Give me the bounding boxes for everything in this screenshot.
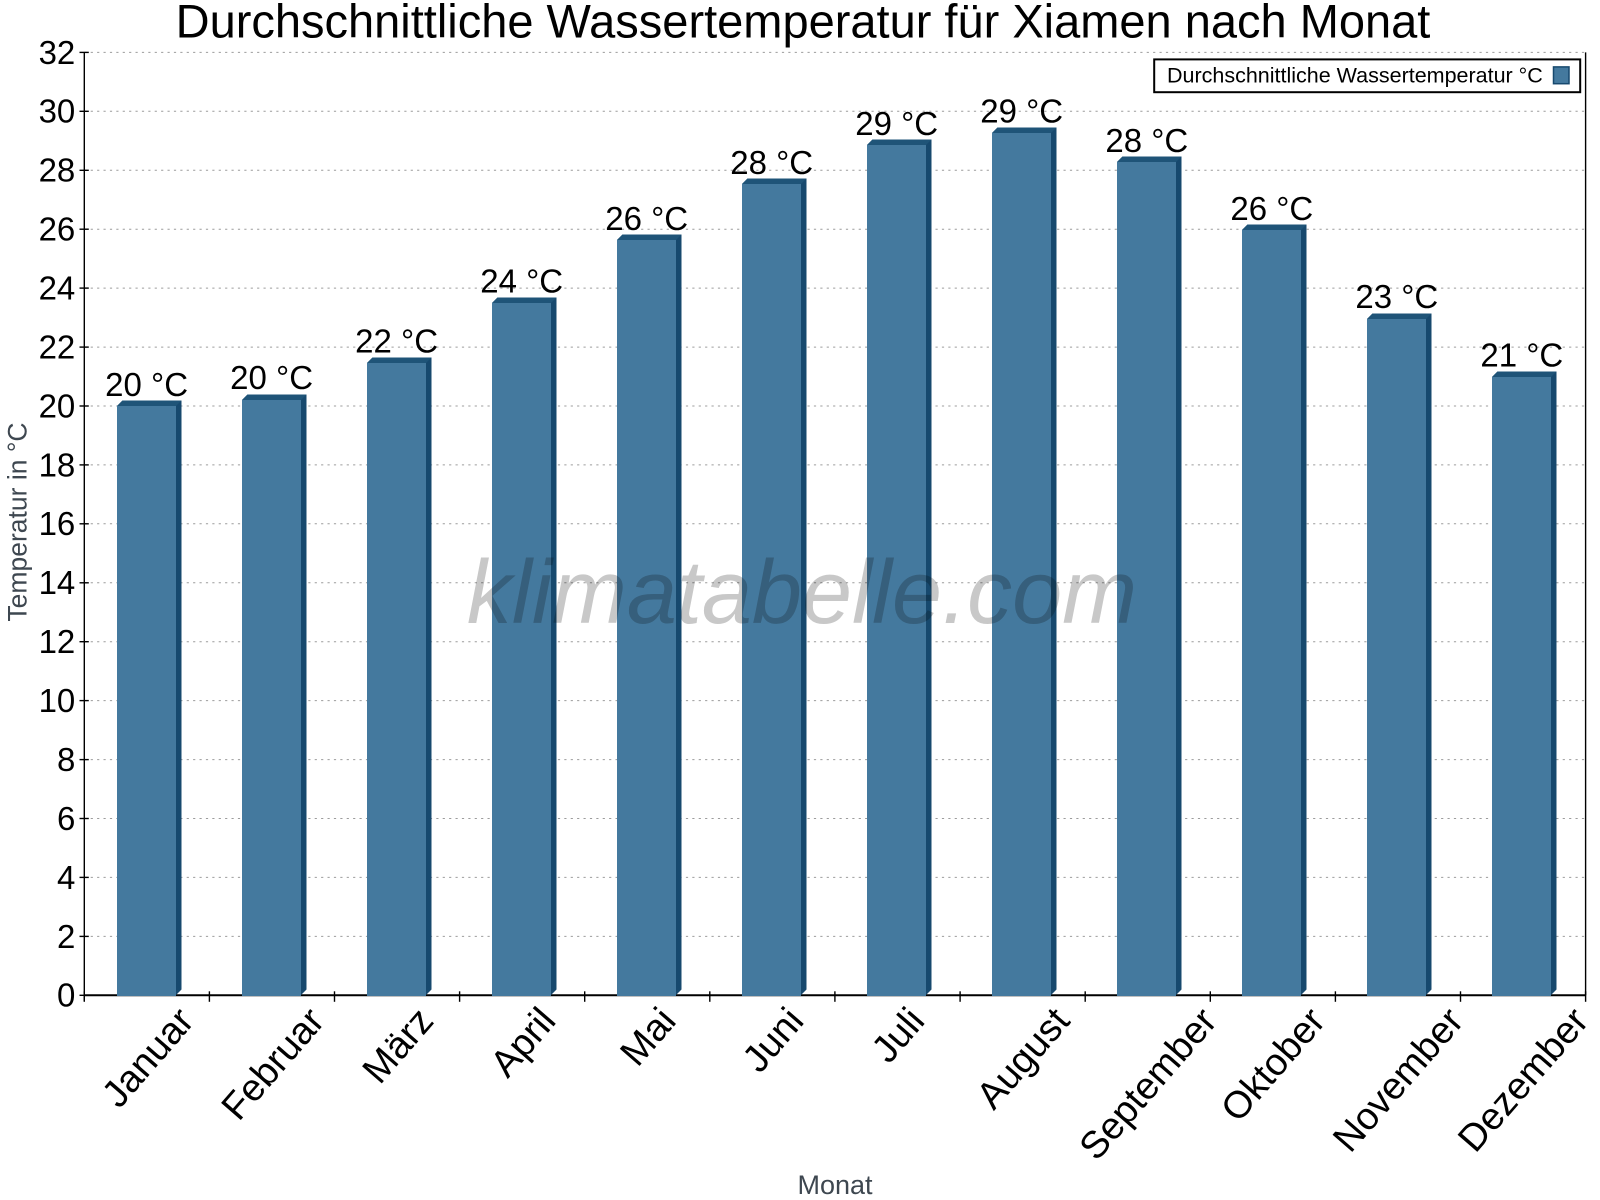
svg-text:22 °C: 22 °C: [355, 322, 438, 359]
svg-text:28 °C: 28 °C: [730, 144, 813, 181]
svg-text:klimatabelle.com: klimatabelle.com: [467, 543, 1137, 643]
svg-text:20 °C: 20 °C: [105, 366, 188, 403]
svg-text:24: 24: [39, 270, 76, 307]
svg-text:22: 22: [39, 329, 76, 366]
svg-text:28: 28: [39, 152, 76, 189]
svg-text:Temperatur in °C: Temperatur in °C: [3, 422, 33, 621]
svg-text:29 °C: 29 °C: [855, 105, 938, 142]
svg-text:16: 16: [39, 505, 76, 542]
svg-text:26 °C: 26 °C: [1230, 190, 1313, 227]
svg-text:0: 0: [57, 977, 75, 1014]
svg-text:26: 26: [39, 211, 76, 248]
svg-text:30: 30: [39, 93, 76, 130]
svg-text:Monat: Monat: [797, 1170, 873, 1200]
svg-text:18: 18: [39, 446, 76, 483]
svg-text:12: 12: [39, 623, 76, 660]
svg-text:4: 4: [57, 859, 75, 896]
svg-text:32: 32: [39, 34, 76, 71]
svg-text:14: 14: [39, 564, 76, 601]
svg-text:24 °C: 24 °C: [480, 263, 563, 300]
svg-text:6: 6: [57, 800, 75, 837]
svg-text:21 °C: 21 °C: [1480, 336, 1563, 373]
svg-text:26 °C: 26 °C: [605, 200, 688, 237]
svg-text:23 °C: 23 °C: [1355, 278, 1438, 315]
svg-text:20: 20: [39, 387, 76, 424]
svg-text:28 °C: 28 °C: [1105, 122, 1188, 159]
svg-text:20 °C: 20 °C: [230, 359, 313, 396]
svg-text:2: 2: [57, 918, 75, 955]
svg-text:8: 8: [57, 741, 75, 778]
svg-text:Durchschnittliche Wassertemper: Durchschnittliche Wassertemperatur °C: [1167, 64, 1543, 88]
svg-text:29 °C: 29 °C: [980, 92, 1063, 129]
svg-text:Durchschnittliche Wassertemper: Durchschnittliche Wassertemperatur für X…: [176, 0, 1431, 48]
svg-text:10: 10: [39, 682, 76, 719]
